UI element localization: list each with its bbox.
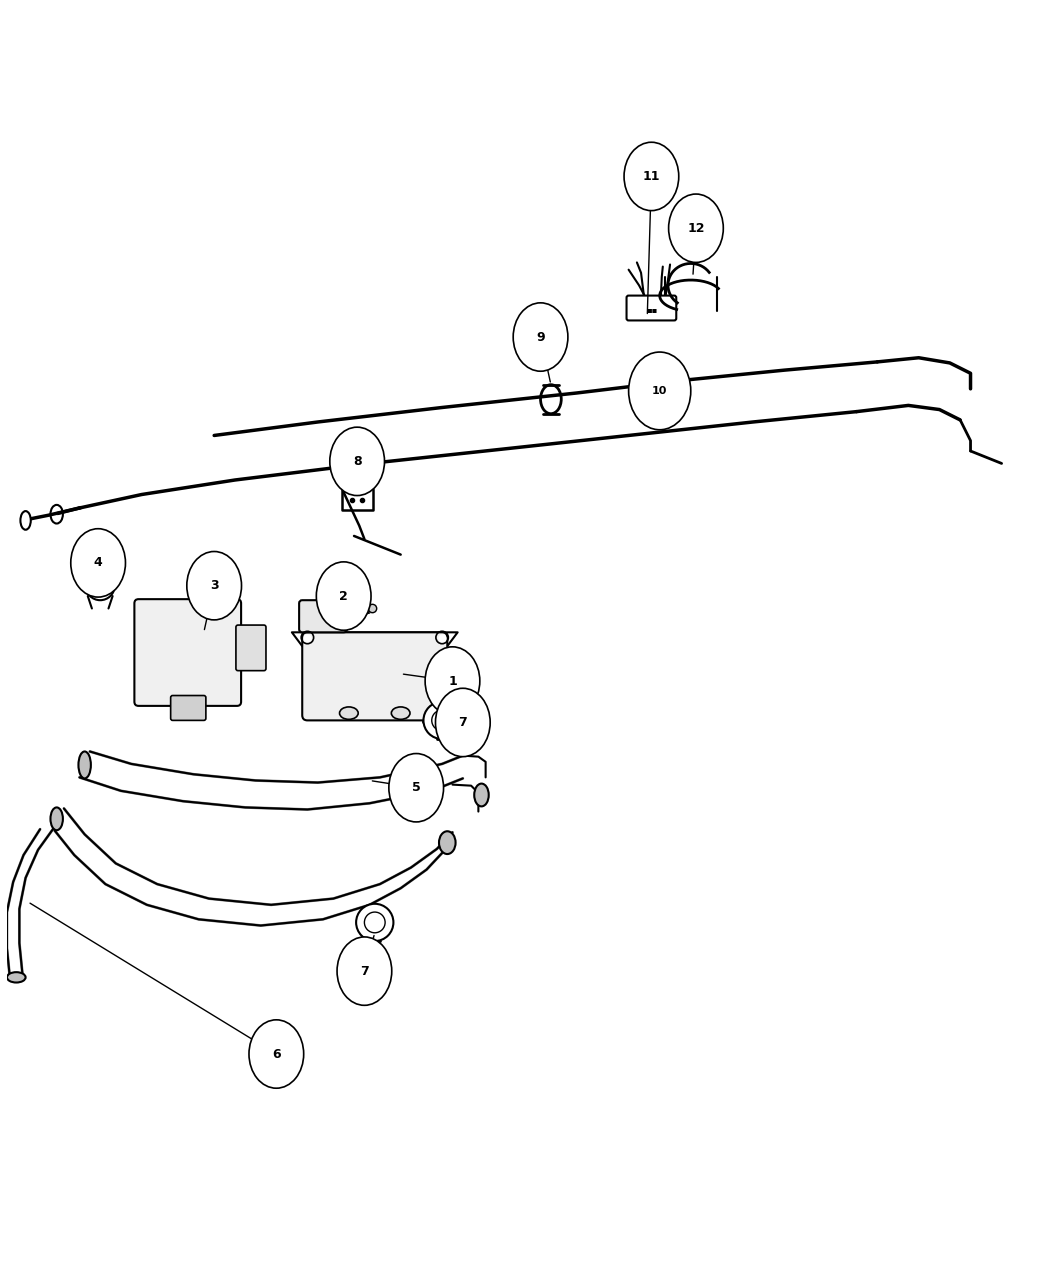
Text: 3: 3 (210, 579, 218, 592)
Ellipse shape (388, 754, 443, 822)
FancyBboxPatch shape (655, 380, 685, 413)
Text: 2: 2 (339, 589, 348, 603)
Ellipse shape (624, 143, 678, 210)
FancyBboxPatch shape (134, 599, 242, 706)
Ellipse shape (316, 562, 371, 630)
Text: 7: 7 (459, 717, 467, 729)
Ellipse shape (669, 194, 723, 263)
Ellipse shape (475, 784, 488, 806)
Ellipse shape (7, 972, 25, 983)
Text: 11: 11 (643, 170, 660, 182)
Ellipse shape (439, 831, 456, 854)
Circle shape (86, 571, 114, 601)
Ellipse shape (330, 427, 384, 496)
Text: 4: 4 (93, 556, 103, 570)
Ellipse shape (425, 646, 480, 715)
Text: 7: 7 (360, 965, 369, 978)
Ellipse shape (20, 511, 30, 529)
Ellipse shape (70, 529, 126, 597)
Ellipse shape (513, 303, 568, 371)
Ellipse shape (249, 1020, 303, 1088)
Text: 5: 5 (412, 782, 421, 794)
Circle shape (356, 904, 394, 941)
Text: 8: 8 (353, 455, 361, 468)
FancyBboxPatch shape (171, 696, 206, 720)
Text: 9: 9 (537, 330, 545, 343)
Ellipse shape (337, 937, 392, 1005)
FancyBboxPatch shape (302, 632, 447, 720)
FancyBboxPatch shape (299, 601, 347, 632)
Ellipse shape (339, 706, 358, 719)
Text: 10: 10 (652, 386, 668, 397)
Circle shape (94, 579, 106, 592)
Ellipse shape (629, 352, 691, 430)
Circle shape (423, 701, 461, 739)
FancyBboxPatch shape (627, 296, 676, 320)
Text: 6: 6 (272, 1048, 280, 1061)
FancyBboxPatch shape (236, 625, 266, 671)
Ellipse shape (187, 552, 242, 620)
Text: 1: 1 (448, 674, 457, 687)
Ellipse shape (79, 751, 91, 779)
Ellipse shape (392, 706, 410, 719)
Text: ▪▪: ▪▪ (646, 305, 657, 314)
Text: 12: 12 (687, 222, 705, 235)
Ellipse shape (50, 807, 63, 830)
Ellipse shape (436, 688, 490, 756)
